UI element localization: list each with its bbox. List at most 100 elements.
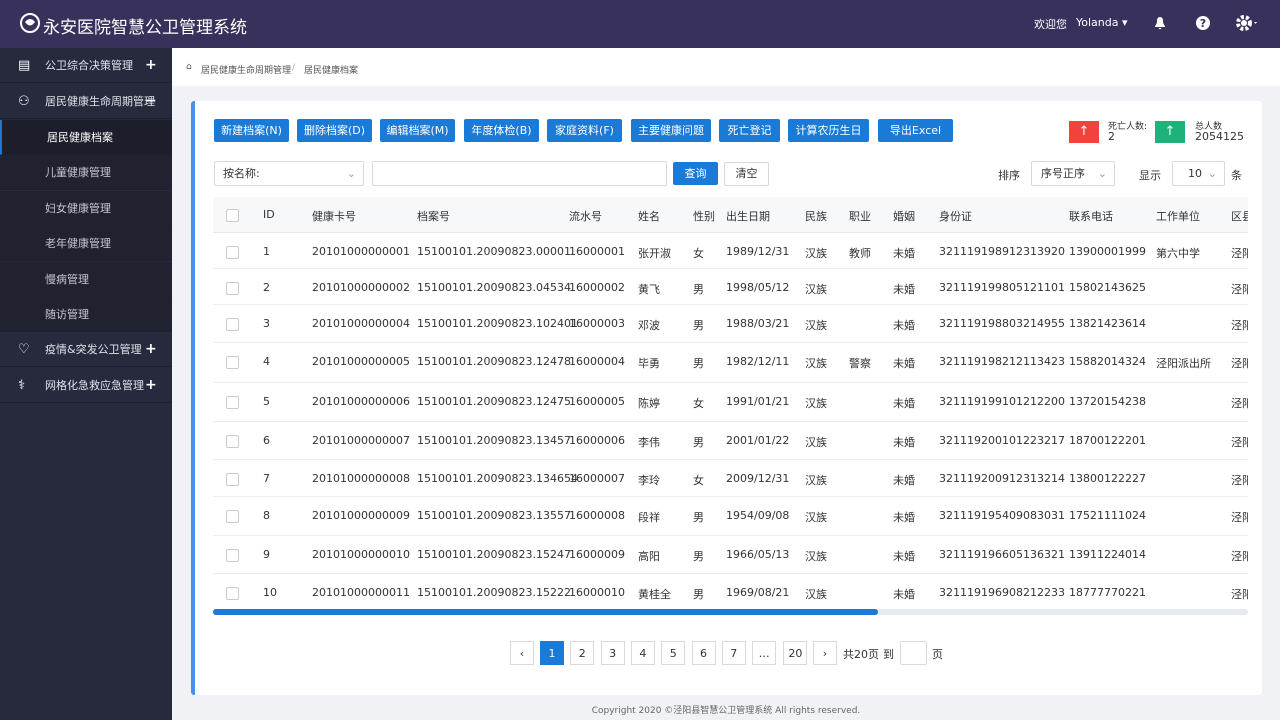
table-row[interactable]: [213, 305, 1248, 343]
table-cell: 321119199101212200: [939, 395, 1065, 408]
table-row[interactable]: [213, 497, 1248, 536]
submenu-item[interactable]: 居民健康档案: [0, 120, 172, 155]
table-cell: 321119200101223217: [939, 434, 1065, 447]
page-button[interactable]: 6: [691, 641, 716, 665]
row-checkbox[interactable]: [226, 435, 239, 448]
table-cell: 1: [263, 245, 270, 258]
field-select[interactable]: 按名称: ⌄: [214, 161, 364, 186]
search-input[interactable]: [372, 161, 667, 186]
table-row[interactable]: [213, 343, 1248, 383]
page-button[interactable]: 4: [630, 641, 655, 665]
toolbar-button[interactable]: 年度体检(B): [464, 119, 539, 142]
toolbar-button[interactable]: 计算农历生日: [788, 119, 869, 142]
menu-item[interactable]: ♡ 疫情&突发公卫管理 +: [0, 332, 172, 368]
table-row[interactable]: [213, 460, 1248, 497]
table-cell: 321119200912313214: [939, 472, 1065, 485]
row-checkbox[interactable]: [226, 587, 239, 600]
table-cell: 13911224014: [1069, 548, 1146, 561]
table-cell: 15100101.20090823.04534: [417, 281, 571, 294]
prev-button[interactable]: ‹: [510, 641, 534, 665]
table-cell: 13900001999: [1069, 245, 1146, 258]
table-row[interactable]: [213, 383, 1248, 422]
toolbar-button[interactable]: 新建档案(N): [214, 119, 289, 142]
bell-icon[interactable]: [1152, 15, 1168, 31]
scroll-thumb[interactable]: [213, 609, 878, 615]
crumb-item[interactable]: 居民健康生命周期管理: [201, 66, 292, 76]
sort-select[interactable]: 序号正序 ⌄: [1031, 161, 1115, 186]
column-header: 婚姻: [893, 210, 915, 223]
menu-item[interactable]: ⚇ 居民健康生命周期管理 −: [0, 84, 172, 119]
submenu-item[interactable]: 妇女健康管理: [0, 190, 172, 226]
page-button[interactable]: 7: [721, 641, 746, 665]
app-title: 永安医院智慧公卫管理系统: [43, 18, 247, 38]
toolbar-button[interactable]: 导出Excel: [878, 119, 953, 142]
toolbar-button[interactable]: 家庭资料(F): [547, 119, 622, 142]
column-header: 健康卡号: [312, 210, 356, 223]
table-cell: 男: [693, 357, 704, 370]
footer: Copyright 2020 ©泾阳县智慧公卫管理系统 All rights r…: [591, 706, 861, 716]
table-cell: 3: [263, 317, 270, 330]
query-button[interactable]: 查询: [673, 162, 718, 185]
row-checkbox[interactable]: [226, 510, 239, 523]
help-icon[interactable]: ?: [1195, 15, 1211, 31]
row-checkbox[interactable]: [226, 282, 239, 295]
menu-toggle: +: [145, 57, 157, 73]
table-cell: 6: [263, 434, 270, 447]
row-checkbox[interactable]: [226, 318, 239, 331]
table-cell: 警察: [849, 357, 871, 370]
table-cell: 汉族: [805, 283, 827, 296]
row-checkbox[interactable]: [226, 396, 239, 409]
table-cell: 未婚: [893, 357, 915, 370]
submenu-item[interactable]: 随访管理: [0, 297, 172, 332]
table-cell: 20101000000007: [312, 434, 410, 447]
header-checkbox[interactable]: [226, 209, 239, 222]
menu-item[interactable]: ⚕ 网格化急救应急管理 +: [0, 368, 172, 404]
page-button[interactable]: 5: [661, 641, 686, 665]
submenu-item[interactable]: 儿童健康管理: [0, 155, 172, 191]
page-size-select[interactable]: 10 ⌄: [1172, 161, 1225, 186]
table-cell: 1989/12/31: [726, 245, 790, 258]
clear-button[interactable]: 清空: [724, 162, 769, 186]
table-cell: 16000007: [569, 472, 625, 485]
page-button[interactable]: 2: [570, 641, 595, 665]
toolbar-button[interactable]: 死亡登记: [719, 119, 780, 142]
table-row[interactable]: [213, 422, 1248, 460]
table-row[interactable]: [213, 269, 1248, 305]
table-cell: 15100101.20090823.13457: [417, 434, 571, 447]
table-cell: 泾阳: [1231, 436, 1248, 449]
table-cell: 第六中学: [1156, 247, 1200, 260]
table-cell: 20101000000004: [312, 317, 410, 330]
menu-item[interactable]: ▤ 公卫综合决策管理 +: [0, 48, 172, 83]
table-cell: 4: [263, 355, 270, 368]
page-button[interactable]: 3: [600, 641, 625, 665]
table-cell: 高阳: [638, 550, 660, 563]
table-row[interactable]: [213, 233, 1248, 269]
settings-icon[interactable]: [1236, 14, 1260, 32]
toolbar-button[interactable]: 编辑档案(M): [380, 119, 455, 142]
next-button[interactable]: ›: [813, 641, 837, 665]
svg-text:?: ?: [1200, 17, 1206, 30]
page-button[interactable]: 20: [783, 641, 808, 665]
table-cell: 15100101.20090823.00001: [417, 245, 571, 258]
goto-input[interactable]: [900, 641, 927, 665]
page-button[interactable]: …: [752, 641, 777, 665]
menu-toggle: −: [145, 93, 157, 109]
top-bar: 永安医院智慧公卫管理系统 欢迎您 Yolanda ▾ ?: [0, 0, 1280, 48]
page-button[interactable]: 1: [540, 641, 564, 665]
row-checkbox[interactable]: [226, 356, 239, 369]
table-cell: 15100101.20090823.12475: [417, 395, 571, 408]
submenu-item[interactable]: 老年健康管理: [0, 226, 172, 262]
row-checkbox[interactable]: [226, 549, 239, 562]
death-icon: ↑: [1069, 121, 1099, 143]
submenu-item[interactable]: 慢病管理: [0, 261, 172, 297]
toolbar-button[interactable]: 主要健康问题: [631, 119, 711, 142]
row-checkbox[interactable]: [226, 246, 239, 259]
table-cell: 321119195409083031: [939, 509, 1065, 522]
table-row[interactable]: [213, 536, 1248, 574]
user-menu[interactable]: Yolanda ▾: [1076, 16, 1128, 29]
table-cell: 张开淑: [638, 247, 671, 260]
table-cell: 汉族: [805, 397, 827, 410]
toolbar-button[interactable]: 删除档案(D): [297, 119, 372, 142]
row-checkbox[interactable]: [226, 473, 239, 486]
